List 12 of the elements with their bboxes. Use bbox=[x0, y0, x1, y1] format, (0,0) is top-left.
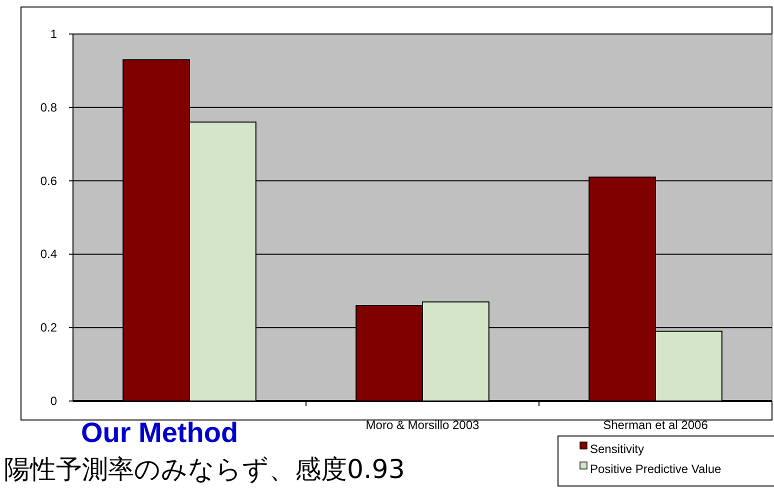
x-tick-label: Sherman et al 2006 bbox=[603, 418, 708, 432]
x-tick-label: Our Method bbox=[80, 417, 238, 448]
y-tick-label: 0.2 bbox=[40, 320, 58, 335]
y-tick-label: 0.6 bbox=[40, 174, 58, 188]
y-tick-label: 0.4 bbox=[40, 247, 58, 262]
y-tick-label: 1 bbox=[50, 27, 58, 41]
y-tick-label: 0.8 bbox=[40, 100, 58, 114]
legend-label: Sensitivity bbox=[590, 442, 644, 456]
text: 陽性予測率のみならず、感度0.93 bbox=[4, 455, 405, 485]
legend-label: Positive Predictive Value bbox=[590, 462, 722, 476]
y-tick-label: 0 bbox=[50, 394, 58, 408]
x-tick-label: Moro & Morsillo 2003 bbox=[366, 418, 480, 432]
